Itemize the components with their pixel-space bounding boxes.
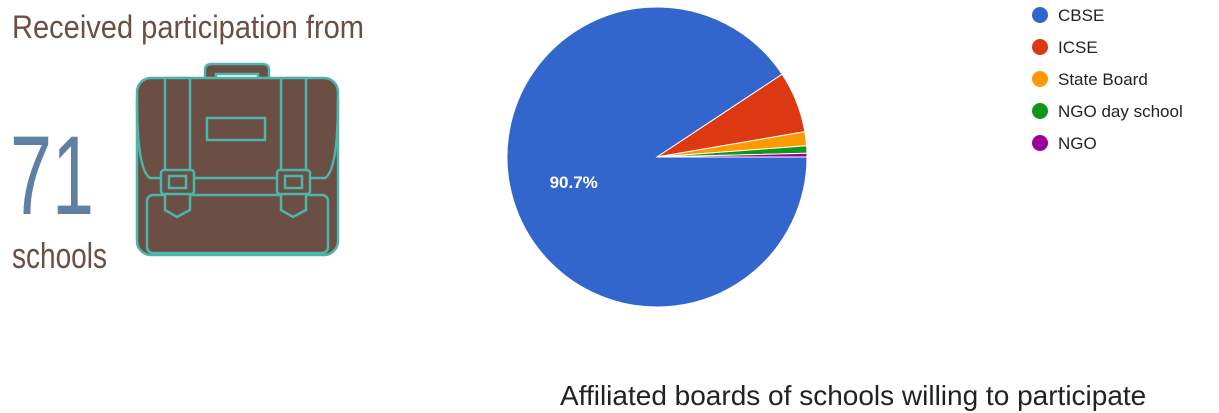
legend-label: CBSE: [1058, 6, 1104, 25]
pie: 90.7%: [506, 6, 808, 308]
pie-slice: [656, 152, 808, 158]
legend-label: ICSE: [1058, 38, 1098, 57]
legend-swatch: [1032, 103, 1048, 119]
bag-icon: [135, 62, 340, 257]
slice-label: 90.7%: [550, 173, 598, 192]
count-unit: schools: [12, 235, 107, 276]
chart-title: Affiliated boards of schools willing to …: [560, 380, 1146, 411]
legend-swatch: [1032, 71, 1048, 87]
legend-swatch: [1032, 39, 1048, 55]
legend-swatch: [1032, 7, 1048, 23]
headline: Received participation from: [12, 9, 364, 45]
legend-label: NGO: [1058, 134, 1097, 153]
legend-label: NGO day school: [1058, 102, 1183, 121]
legend-swatch: [1032, 135, 1048, 151]
school-count: 71: [10, 113, 94, 238]
legend-label: State Board: [1058, 70, 1148, 89]
